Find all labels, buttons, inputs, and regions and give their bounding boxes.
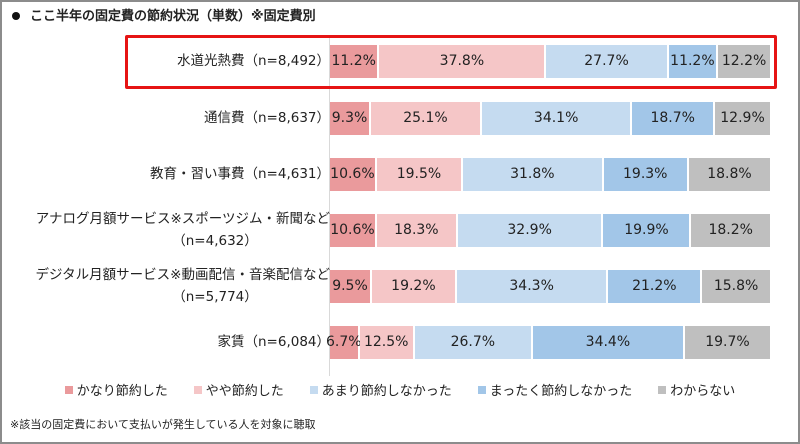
bar-segment: 19.9% bbox=[603, 213, 692, 247]
data-label: 32.9% bbox=[507, 222, 552, 238]
data-label: 9.3% bbox=[331, 110, 368, 126]
bar-segment: 34.3% bbox=[456, 269, 609, 303]
legend-label: まったく節約しなかった bbox=[489, 384, 633, 399]
data-label: 11.2% bbox=[670, 53, 715, 69]
data-label: 18.8% bbox=[707, 166, 752, 182]
bar-segment: 6.7% bbox=[326, 325, 362, 359]
category-label-line2: （n=4,632） bbox=[172, 233, 258, 249]
category-label-line1: 教育・習い事費（n=4,631） bbox=[149, 166, 330, 182]
bar-segment: 12.2% bbox=[718, 44, 772, 78]
data-label: 18.7% bbox=[650, 110, 695, 126]
bar-segment: 11.2% bbox=[330, 44, 380, 78]
bar-segment: 15.8% bbox=[702, 269, 772, 303]
legend-swatch bbox=[658, 385, 667, 394]
bar-segment: 32.9% bbox=[457, 213, 604, 247]
data-label: 12.2% bbox=[721, 53, 767, 69]
legend-swatch bbox=[477, 385, 486, 394]
bar-segment: 31.8% bbox=[463, 157, 604, 191]
data-label: 34.1% bbox=[533, 110, 579, 126]
data-label: 10.6% bbox=[330, 222, 375, 238]
bar-segment: 18.2% bbox=[691, 213, 772, 247]
data-label: 27.7% bbox=[584, 53, 629, 69]
legend-swatch bbox=[309, 385, 318, 394]
bar-segment: 9.3% bbox=[330, 101, 372, 135]
bar-segment: 19.7% bbox=[684, 325, 772, 359]
data-label: 12.5% bbox=[363, 334, 409, 350]
category-label-line1: 通信費（n=8,637） bbox=[203, 110, 330, 126]
category-label-line1: 家賃（n=6,084） bbox=[217, 334, 330, 350]
category-label: 通信費（n=8,637） bbox=[0, 107, 330, 129]
legend-item: かなり節約した bbox=[64, 380, 168, 399]
bar-segment: 11.2% bbox=[668, 44, 719, 78]
category-label-line1: アナログ月額サービス※スポーツジム・新聞など bbox=[35, 211, 330, 227]
data-label: 19.2% bbox=[391, 278, 436, 294]
highlight-box bbox=[125, 35, 777, 89]
category-axis-line bbox=[329, 36, 330, 376]
bar-segment: 25.1% bbox=[371, 101, 482, 135]
data-label: 19.9% bbox=[624, 222, 669, 238]
bar-segment: 34.4% bbox=[532, 325, 685, 359]
bar-segment: 10.6% bbox=[330, 213, 377, 247]
bar-segment: 37.8% bbox=[379, 44, 547, 78]
bar-segment: 10.6% bbox=[330, 157, 377, 191]
data-label: 15.8% bbox=[713, 278, 759, 294]
bar-segment: 18.3% bbox=[376, 213, 458, 247]
data-label: 11.2% bbox=[331, 53, 376, 69]
bar-segment: 19.3% bbox=[603, 157, 689, 191]
data-label: 18.2% bbox=[708, 222, 753, 238]
data-label: 34.3% bbox=[509, 278, 554, 294]
category-label: 教育・習い事費（n=4,631） bbox=[0, 163, 330, 185]
data-label: 9.5% bbox=[332, 278, 368, 294]
category-label: 水道光熱費（n=8,492） bbox=[0, 50, 330, 72]
category-label: デジタル月額サービス※動画配信・音楽配信など （n=5,774） bbox=[0, 264, 330, 308]
bar-segment: 18.7% bbox=[632, 101, 716, 135]
chart-title-text: ここ半年の固定費の節約状況（単数）※固定費別 bbox=[30, 9, 316, 24]
bar-segment: 18.8% bbox=[688, 157, 772, 191]
category-label: 家賃（n=6,084） bbox=[0, 331, 330, 353]
data-label: 37.8% bbox=[439, 53, 485, 69]
bar-segment: 12.9% bbox=[715, 101, 772, 135]
data-label: 26.7% bbox=[450, 334, 496, 350]
bar-segment: 12.5% bbox=[359, 325, 415, 359]
category-label: アナログ月額サービス※スポーツジム・新聞など （n=4,632） bbox=[0, 208, 330, 252]
category-label-line1: デジタル月額サービス※動画配信・音楽配信など bbox=[35, 267, 330, 283]
data-label: 19.5% bbox=[396, 166, 442, 182]
data-label: 25.1% bbox=[403, 110, 448, 126]
bar-segment: 19.5% bbox=[376, 157, 464, 191]
bar-segment: 27.7% bbox=[546, 44, 669, 78]
bar-segment: 26.7% bbox=[414, 325, 533, 359]
data-label: 34.4% bbox=[585, 334, 631, 350]
footnote: ※該当の固定費において支払いが発生している人を対象に聴取 bbox=[10, 418, 316, 431]
bar-segment: 34.1% bbox=[481, 101, 633, 135]
data-label: 6.7% bbox=[326, 334, 362, 350]
legend: かなり節約した やや節約した あまり節約しなかった まったく節約しなかった わか… bbox=[0, 380, 800, 399]
legend-item: やや節約した bbox=[193, 380, 284, 399]
data-label: 12.9% bbox=[720, 110, 765, 126]
chart-title: ここ半年の固定費の節約状況（単数）※固定費別 bbox=[12, 5, 316, 24]
legend-swatch bbox=[193, 385, 202, 394]
legend-label: わからない bbox=[670, 384, 736, 399]
legend-label: やや節約した bbox=[205, 384, 284, 399]
data-label: 19.7% bbox=[705, 334, 750, 350]
legend-swatch bbox=[64, 385, 73, 394]
bar-segment: 19.2% bbox=[371, 269, 457, 303]
bar-segment: 21.2% bbox=[608, 269, 703, 303]
bar-segment: 9.5% bbox=[330, 269, 372, 303]
data-label: 18.3% bbox=[394, 222, 439, 238]
legend-item: あまり節約しなかった bbox=[309, 380, 452, 399]
legend-label: かなり節約した bbox=[76, 384, 168, 399]
data-label: 31.8% bbox=[510, 166, 555, 182]
data-label: 19.3% bbox=[623, 166, 668, 182]
category-label-line2: （n=5,774） bbox=[172, 289, 258, 305]
data-label: 21.2% bbox=[632, 278, 677, 294]
legend-item: わからない bbox=[658, 380, 735, 399]
category-label-line1: 水道光熱費（n=8,492） bbox=[176, 53, 330, 69]
legend-item: まったく節約しなかった bbox=[477, 380, 633, 399]
data-label: 10.6% bbox=[330, 166, 375, 182]
bullet-icon bbox=[12, 11, 20, 20]
legend-label: あまり節約しなかった bbox=[321, 384, 452, 399]
